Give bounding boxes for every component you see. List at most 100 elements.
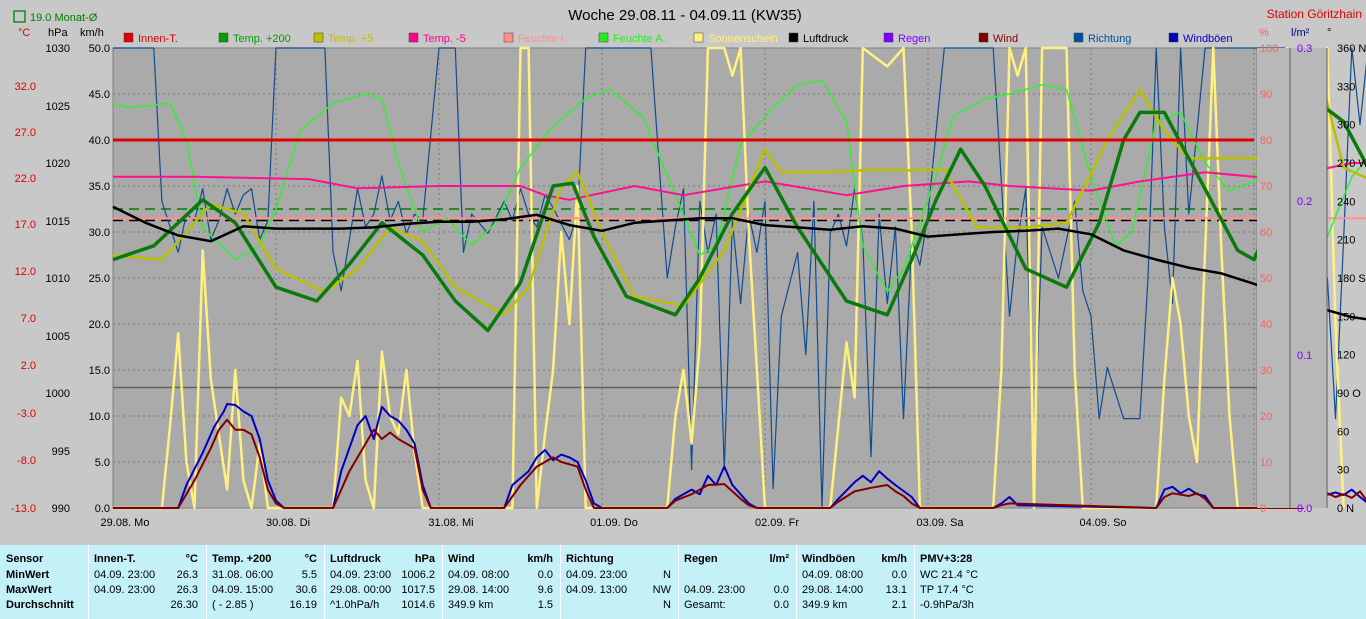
legend-swatch: [218, 32, 229, 43]
legend-swatch: [598, 32, 609, 43]
legend-swatch: [313, 32, 324, 43]
temp-tick-label: 32.0: [15, 81, 36, 93]
wind-tick-label: 50.0: [89, 43, 110, 55]
temp-tick-label: 12.0: [15, 266, 36, 278]
sensor-table: Sensor MinWert MaxWert Durchschnitt Innen-T.…: [0, 545, 1366, 619]
table-cell-time: 04.09. 15:00: [212, 584, 274, 596]
legend-swatch: [1168, 32, 1179, 43]
table-header: Windböen: [802, 553, 856, 565]
table-separator: [678, 545, 679, 619]
temp-tick-label: 22.0: [15, 173, 36, 185]
table-cell-value: 0.0: [537, 569, 553, 581]
table-cell-time: 29.08. 00:00: [330, 584, 392, 596]
temp-tick-label: 2.0: [21, 360, 36, 372]
humidity-tick-label: 70: [1260, 181, 1272, 193]
temp-tick-label: -13.0: [11, 503, 36, 515]
humidity-tick-label: 10: [1260, 457, 1272, 469]
legend-label: Regen: [898, 33, 930, 45]
direction-tick-label: 0 N: [1337, 503, 1354, 515]
legend-label: Feuchte A.: [613, 33, 666, 45]
table-row-label: Durchschnitt: [6, 599, 74, 611]
series-line-richtung: [113, 47, 1366, 509]
table-separator: [560, 545, 561, 619]
table-header: Luftdruck: [330, 553, 381, 565]
table-cell-value: 5.5: [301, 569, 317, 581]
table-unit: hPa: [414, 553, 435, 565]
legend-swatch: [788, 32, 799, 43]
humidity-tick-label: 30: [1260, 365, 1272, 377]
humidity-tick-label: 20: [1260, 411, 1272, 423]
humidity-tick-label: 100: [1260, 43, 1278, 55]
direction-tick-label: 180 S: [1337, 273, 1366, 285]
rain-tick-label: 0.2: [1297, 196, 1312, 208]
table-cell-value: 1014.6: [401, 599, 435, 611]
legend: Innen-T. Temp. +200 Temp. +5 Temp. -5 Feucht…: [123, 32, 1233, 45]
wind-tick-label: 20.0: [89, 319, 110, 331]
table-separator: [914, 545, 915, 619]
table-cell: WC 21.4 °C: [920, 569, 979, 581]
rain-axis-strip: [1290, 48, 1327, 508]
temp-unit-header: °C: [18, 27, 30, 39]
table-header: Temp. +200: [212, 553, 272, 565]
legend-label: Sonnenschein: [708, 33, 778, 45]
legend-label: Temp. -5: [423, 33, 466, 45]
table-cell-value: 0.0: [773, 599, 789, 611]
series-line-luftdruck: [112, 205, 1366, 321]
table-cell-value: N: [663, 569, 671, 581]
rain-tick-label: 0.1: [1297, 350, 1312, 362]
direction-tick-label: 120: [1337, 350, 1355, 362]
table-cell-value: 16.19: [289, 599, 317, 611]
legend-swatch: [883, 32, 894, 43]
day-tick-label: 04.09. So: [1079, 517, 1126, 529]
table-header: Innen-T.: [94, 553, 136, 565]
table-cell-value: 1017.5: [401, 584, 435, 596]
table-cell-value: 30.6: [295, 584, 317, 596]
legend-label: Temp. +5: [328, 33, 374, 45]
table-cell-time: 04.09. 08:00: [448, 569, 510, 581]
table-separator: [88, 545, 89, 619]
table-cell-time: 04.09. 23:00: [94, 584, 156, 596]
direction-tick-label: 30: [1337, 465, 1349, 477]
legend-swatch: [1073, 32, 1084, 43]
table-cell-time: 29.08. 14:00: [448, 584, 510, 596]
day-tick-label: 03.09. Sa: [916, 517, 964, 529]
table-cell-time: 04.09. 23:00: [330, 569, 392, 581]
series-group: [112, 46, 1366, 510]
chart-title: Woche 29.08.11 - 04.09.11 (KW35): [568, 7, 801, 24]
series-line-temp-5: [112, 69, 1366, 317]
table-unit: °C: [304, 553, 317, 565]
table-header: Sensor: [6, 553, 44, 565]
humidity-tick-label: 40: [1260, 319, 1272, 331]
direction-tick-label: 360 N: [1337, 43, 1366, 55]
day-tick-label: 30.08. Di: [266, 517, 310, 529]
wind-tick-label: 40.0: [89, 135, 110, 147]
direction-tick-label: 270 W: [1337, 158, 1366, 170]
direction-tick-label: 300: [1337, 120, 1355, 132]
humidity-tick-label: 80: [1260, 135, 1272, 147]
legend-swatch: [503, 32, 514, 43]
legend-label: Wind: [993, 33, 1018, 45]
legend-label: Windböen: [1183, 33, 1233, 45]
table-unit: km/h: [527, 553, 553, 565]
table-cell-value: 1.5: [537, 599, 553, 611]
legend-swatch: [693, 32, 704, 43]
direction-unit-header: °: [1327, 27, 1331, 39]
wind-tick-label: 35.0: [89, 181, 110, 193]
humidity-axis-strip: [1257, 48, 1290, 508]
temp-tick-label: 17.0: [15, 219, 36, 231]
legend-label: Richtung: [1088, 33, 1131, 45]
series-line-temp-200: [112, 101, 1366, 333]
table-cell-value: 1006.2: [401, 569, 435, 581]
temp-tick-label: -3.0: [17, 408, 36, 420]
table-cell-value: NW: [652, 584, 671, 596]
pressure-tick-label: 1000: [46, 388, 70, 400]
table-unit: °C: [185, 553, 198, 565]
pressure-tick-label: 1020: [46, 158, 70, 170]
day-tick-label: 29.08. Mo: [101, 517, 150, 529]
pressure-tick-label: 1025: [46, 101, 70, 113]
direction-tick-label: 210: [1337, 235, 1355, 247]
wind-tick-label: 5.0: [95, 457, 110, 469]
humidity-unit-header: %: [1259, 27, 1269, 39]
table-header: Richtung: [566, 553, 614, 565]
table-cell-time: ( - 2.85 ): [212, 599, 254, 611]
